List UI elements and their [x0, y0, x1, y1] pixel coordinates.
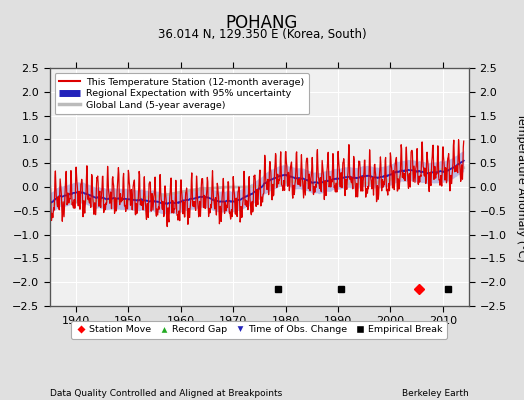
Text: Berkeley Earth: Berkeley Earth [402, 389, 469, 398]
Text: Data Quality Controlled and Aligned at Breakpoints: Data Quality Controlled and Aligned at B… [50, 389, 282, 398]
Text: 36.014 N, 129.350 E (Korea, South): 36.014 N, 129.350 E (Korea, South) [158, 28, 366, 41]
Legend: Station Move, Record Gap, Time of Obs. Change, Empirical Break: Station Move, Record Gap, Time of Obs. C… [71, 321, 447, 339]
Legend: This Temperature Station (12-month average), Regional Expectation with 95% uncer: This Temperature Station (12-month avera… [54, 73, 309, 114]
Y-axis label: Temperature Anomaly (°C): Temperature Anomaly (°C) [516, 113, 524, 261]
Text: POHANG: POHANG [226, 14, 298, 32]
